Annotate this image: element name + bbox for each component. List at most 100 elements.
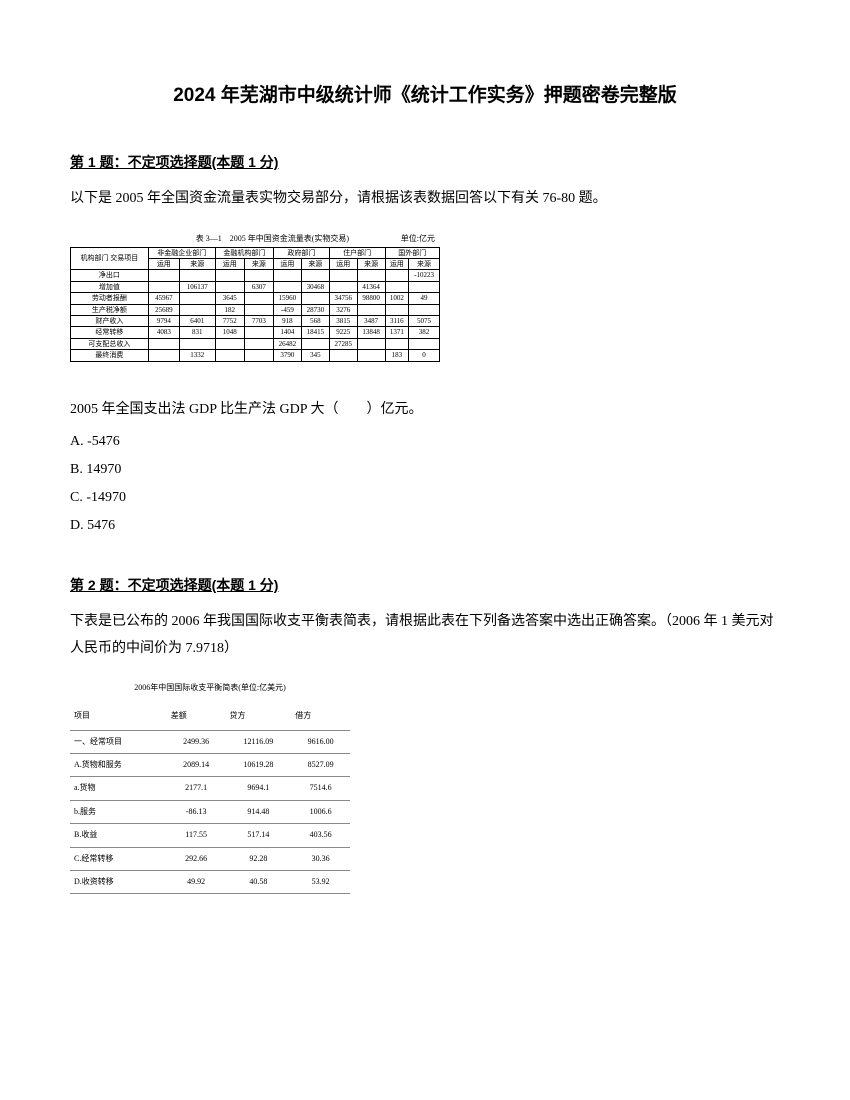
table-cell: 41364 [357, 281, 385, 292]
table-row: 生产税净额25689182-459287303276 [71, 304, 440, 315]
table-header-cell: 非金融企业部门 [148, 247, 215, 258]
table-cell: 9225 [329, 327, 357, 338]
table-cell [329, 281, 357, 292]
table-header-cell: 借方 [291, 705, 350, 730]
table-cell: 1048 [215, 327, 244, 338]
table-cell [409, 338, 440, 349]
table-cell: B.收益 [70, 824, 167, 847]
table-header-cell: 金融机构部门 [215, 247, 273, 258]
table-cell [357, 304, 385, 315]
table-row: 净出口 -10223 [71, 270, 440, 281]
table-cell: 30468 [301, 281, 329, 292]
table-cell: 49.92 [167, 871, 226, 894]
table-cell: 98800 [357, 293, 385, 304]
table-header-cell: 机构部门 交易项目 [71, 247, 149, 270]
table-cell [385, 281, 409, 292]
table-cell [244, 327, 273, 338]
table-row: C.经常转移292.6692.2830.36 [70, 847, 350, 870]
table-row: a.货物2177.19694.17514.6 [70, 777, 350, 800]
table-cell: 2499.36 [167, 730, 226, 753]
table-header-cell: 来源 [409, 258, 440, 269]
table-cell [215, 338, 244, 349]
table-cell: -459 [273, 304, 301, 315]
table-cell: 27285 [329, 338, 357, 349]
table-cell: 净出口 [71, 270, 149, 281]
table-header-cell: 来源 [357, 258, 385, 269]
table-cell [329, 350, 357, 361]
table-cell [148, 281, 179, 292]
q1-table-unit: 单位:亿元 [401, 233, 440, 244]
table-cell: 7703 [244, 315, 273, 326]
table-cell: 106137 [179, 281, 215, 292]
table-cell: 345 [301, 350, 329, 361]
table-cell: 1371 [385, 327, 409, 338]
table-cell [357, 270, 385, 281]
table-cell: 3790 [273, 350, 301, 361]
question-1: 第 1 题：不定项选择题(本题 1 分) 以下是 2005 年全国资金流量表实物… [70, 152, 780, 540]
table-cell: 2177.1 [167, 777, 226, 800]
page-title: 2024 年芜湖市中级统计师《统计工作实务》押题密卷完整版 [70, 80, 780, 107]
table-cell [385, 304, 409, 315]
table-cell: 7514.6 [291, 777, 350, 800]
table-cell: 403.56 [291, 824, 350, 847]
table-cell [301, 338, 329, 349]
table-cell [179, 338, 215, 349]
table-cell: 1006.6 [291, 800, 350, 823]
table-cell [215, 270, 244, 281]
table-cell: 8527.09 [291, 754, 350, 777]
table-row: 可支配总收入2648227285 [71, 338, 440, 349]
table-cell: 经常转移 [71, 327, 149, 338]
table-header-cell: 来源 [179, 258, 215, 269]
table-cell: -86.13 [167, 800, 226, 823]
table-cell: 6401 [179, 315, 215, 326]
table-cell: A.货物和服务 [70, 754, 167, 777]
table-row: 增加值10613763073046841364 [71, 281, 440, 292]
table-cell: 3487 [357, 315, 385, 326]
table-cell: 5075 [409, 315, 440, 326]
table-cell: a.货物 [70, 777, 167, 800]
table-cell: 10619.28 [226, 754, 292, 777]
table-cell [357, 338, 385, 349]
table-cell: 92.28 [226, 847, 292, 870]
table-cell: 117.55 [167, 824, 226, 847]
table-cell [244, 293, 273, 304]
question-2: 第 2 题：不定项选择题(本题 1 分) 下表是已公布的 2006 年我国国际收… [70, 575, 780, 894]
table-row: 一、经常项目2499.3612116.099616.00 [70, 730, 350, 753]
table-cell [179, 270, 215, 281]
table-cell [148, 338, 179, 349]
table-cell [357, 350, 385, 361]
table-cell [273, 281, 301, 292]
table-header-cell: 运用 [329, 258, 357, 269]
table-header-cell: 项目 [70, 705, 167, 730]
table-header-cell: 国外部门 [385, 247, 439, 258]
table-row: 经常转移408383110481404184159225138481371382 [71, 327, 440, 338]
table-cell [148, 270, 179, 281]
table-header-cell: 来源 [244, 258, 273, 269]
table-cell: 183 [385, 350, 409, 361]
table-cell: 13848 [357, 327, 385, 338]
table-header-cell: 运用 [148, 258, 179, 269]
table-cell: 2089.14 [167, 754, 226, 777]
table-cell: b.服务 [70, 800, 167, 823]
table-row: b.服务-86.13914.481006.6 [70, 800, 350, 823]
table-cell: 劳动者报酬 [71, 293, 149, 304]
q1-table: 机构部门 交易项目非金融企业部门金融机构部门政府部门住户部门国外部门 运用来源运… [70, 247, 440, 362]
table-cell: 34756 [329, 293, 357, 304]
table-cell: 3645 [215, 293, 244, 304]
table-cell: 25689 [148, 304, 179, 315]
table-cell [273, 270, 301, 281]
table-cell: 1002 [385, 293, 409, 304]
table-cell: D.收资转移 [70, 871, 167, 894]
table-cell: 26482 [273, 338, 301, 349]
table-cell: -10223 [409, 270, 440, 281]
table-cell: 3116 [385, 315, 409, 326]
table-header-cell: 运用 [385, 258, 409, 269]
table-cell [301, 270, 329, 281]
table-cell: 最终消费 [71, 350, 149, 361]
table-cell: 6307 [244, 281, 273, 292]
table-cell [244, 270, 273, 281]
table-cell: 40.58 [226, 871, 292, 894]
table-cell [179, 293, 215, 304]
table-header-cell: 运用 [273, 258, 301, 269]
table-cell: 7752 [215, 315, 244, 326]
